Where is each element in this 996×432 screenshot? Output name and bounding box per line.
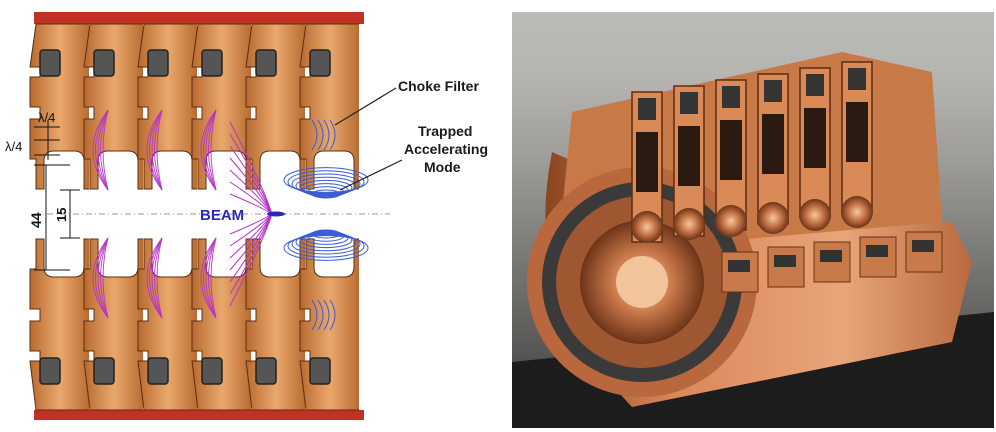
cell-fins: [631, 61, 873, 243]
field-line-blue: [299, 231, 353, 249]
absorber-top-5: [255, 49, 277, 77]
field-line-blue: [287, 170, 365, 194]
field-line-purple: [200, 109, 217, 319]
field-line-purple: [154, 109, 163, 319]
field-line-purple: [100, 109, 109, 319]
field-line-blue: [311, 119, 318, 151]
field-lines: [92, 109, 369, 331]
cell-6: [299, 23, 361, 411]
field-line-blue: [317, 299, 324, 331]
cell-2: [83, 23, 145, 411]
fin-slot-2: [678, 126, 700, 186]
field-line-blue: [317, 119, 324, 151]
absorber-bottom-1: [39, 357, 61, 385]
slab-absorber-5: [912, 240, 934, 252]
fin-slot-3: [720, 120, 742, 180]
field-line-blue: [303, 183, 349, 197]
absorber-bottom-3: [147, 357, 169, 385]
iris-5: [799, 199, 831, 231]
iris-2: [673, 208, 705, 240]
field-line-purple: [205, 109, 217, 319]
field-line-purple: [151, 109, 163, 319]
fin-absorber-1: [638, 98, 656, 120]
field-line-blue: [303, 231, 349, 245]
accelerating-cells: [29, 23, 361, 411]
lambda-quarter-top-label: λ/4: [38, 110, 55, 125]
slab-absorber-3: [820, 250, 842, 262]
field-line-purple: [146, 109, 163, 319]
trapped-mode-label-line3: Mode: [424, 159, 461, 175]
field-line-blue: [299, 179, 353, 197]
field-line-blue: [291, 173, 361, 195]
dimension-44-label: 44: [28, 212, 44, 228]
field-line-purple: [203, 109, 217, 319]
fin-slot-5: [804, 108, 826, 168]
field-line-blue: [291, 233, 361, 255]
bottom-rail: [34, 410, 364, 420]
beam-label: BEAM: [200, 207, 244, 224]
absorber-bottom-4: [201, 357, 223, 385]
trapped-mode-label-line1: Trapped: [418, 123, 472, 139]
slab-absorber-2: [774, 255, 796, 267]
field-line-blue: [287, 234, 365, 258]
absorber-bottom-2: [93, 357, 115, 385]
field-line-purple: [149, 109, 163, 319]
field-line-blue: [311, 299, 318, 331]
choke-filter-leader: [334, 87, 397, 126]
absorber-top-2: [93, 49, 115, 77]
field-line-purple: [92, 109, 109, 319]
trapped-mode-label-line2: Accelerating: [404, 141, 488, 157]
iris-3: [715, 205, 747, 237]
fin-absorber-4: [764, 80, 782, 102]
choke-cavity-diagram: λ/4 λ/4 44 15 BEAM Choke Filter Trapped …: [5, 12, 488, 420]
field-line-blue: [323, 119, 330, 151]
field-line-purple: [95, 109, 109, 319]
fin-absorber-3: [722, 86, 740, 108]
absorber-top-3: [147, 49, 169, 77]
trapped-mode-leader: [339, 159, 403, 191]
field-line-blue: [295, 176, 357, 196]
field-line-purple: [102, 109, 109, 319]
slab-absorber-4: [866, 245, 888, 257]
field-line-converging: [229, 121, 273, 215]
iris-6: [841, 196, 873, 228]
field-line-blue: [295, 232, 357, 252]
cutaway-structure-photo: [512, 12, 994, 428]
absorber-bottom-6: [309, 357, 331, 385]
fin-slot-6: [846, 102, 868, 162]
lambda-quarter-left-label: λ/4: [5, 139, 22, 154]
fin-slot-4: [762, 114, 784, 174]
field-line-purple: [208, 109, 217, 319]
choke-filter-label: Choke Filter: [398, 78, 479, 94]
field-line-blue: [323, 299, 330, 331]
iris-1: [631, 211, 663, 243]
absorber-bottom-5: [255, 357, 277, 385]
cell-3: [137, 23, 199, 411]
field-line-blue: [329, 299, 336, 331]
field-line-purple: [97, 109, 109, 319]
cell-5: [245, 23, 307, 411]
iris-4: [757, 202, 789, 234]
dimension-marks: [34, 120, 80, 271]
slab-absorber-1: [728, 260, 750, 272]
dimension-15-label: 15: [54, 208, 69, 222]
cell-1: [29, 23, 91, 411]
fin-absorber-5: [806, 74, 824, 96]
field-line-purple: [156, 109, 163, 319]
fin-absorber-6: [848, 68, 866, 90]
fin-absorber-2: [680, 92, 698, 114]
fin-slot-1: [636, 132, 658, 192]
top-rail: [34, 12, 364, 24]
absorber-top-6: [309, 49, 331, 77]
lower-absorbers: [721, 231, 943, 293]
absorber-top-1: [39, 49, 61, 77]
beam-bunch: [267, 211, 285, 217]
absorber-top-4: [201, 49, 223, 77]
field-line-purple: [210, 109, 217, 319]
field-line-blue: [329, 119, 336, 151]
field-line-blue: [283, 167, 369, 193]
field-line-converging: [229, 213, 273, 307]
field-line-blue: [283, 235, 369, 261]
